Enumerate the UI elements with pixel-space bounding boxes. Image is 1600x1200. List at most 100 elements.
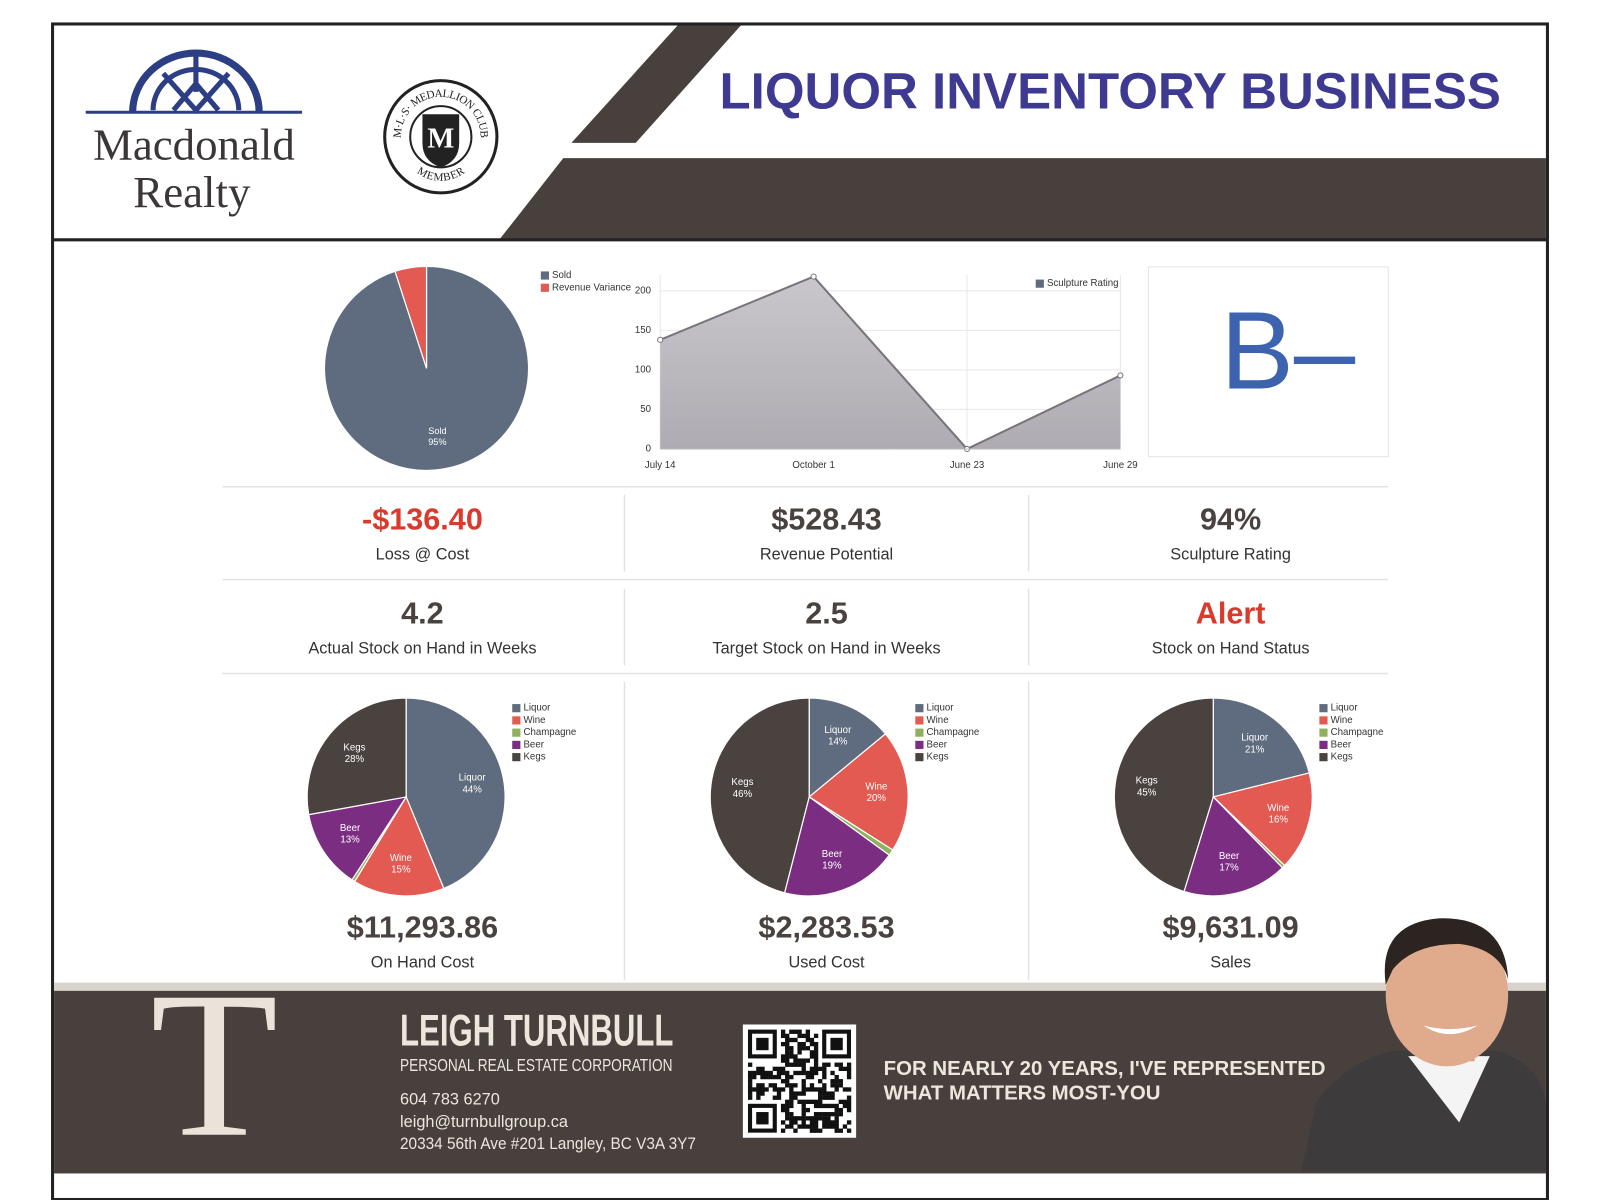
legend-swatch — [915, 740, 924, 749]
qr-module — [801, 1058, 806, 1063]
legend-swatch — [915, 728, 924, 737]
metric-value: Alert — [1196, 596, 1266, 630]
qr-finder — [830, 1037, 843, 1051]
qr-module — [801, 1041, 806, 1047]
slice-category: Sold — [428, 426, 446, 436]
qr-module — [805, 1124, 810, 1129]
qr-module — [785, 1083, 790, 1088]
qr-module — [801, 1107, 806, 1113]
qr-module — [797, 1033, 802, 1039]
qr-module — [805, 1046, 810, 1051]
metric-value: -$136.40 — [362, 503, 483, 537]
qr-module — [834, 1062, 839, 1067]
qr-module — [846, 1066, 852, 1072]
qr-module — [789, 1116, 794, 1121]
legend-swatch — [1319, 740, 1328, 749]
qr-module — [793, 1128, 798, 1133]
qr-module — [809, 1074, 815, 1080]
badge-letter: M — [427, 123, 454, 154]
qr-module — [822, 1112, 827, 1117]
qr-module — [838, 1099, 843, 1104]
qr-module — [834, 1103, 839, 1109]
legend-label: Kegs — [523, 752, 545, 763]
slice-label: 44% — [462, 784, 482, 795]
qr-module — [780, 1041, 786, 1047]
agent-company: PERSONAL REAL ESTATE CORPORATION — [400, 1055, 672, 1075]
legend-label: Beer — [927, 739, 948, 750]
qr-module — [842, 1103, 848, 1109]
qr-module — [785, 1103, 790, 1109]
pie-slice — [394, 265, 428, 369]
qr-module — [768, 1070, 773, 1076]
qr-module — [780, 1066, 786, 1072]
agent-email: leigh@turnbullgroup.ca — [400, 1113, 569, 1131]
qr-module — [822, 1087, 827, 1092]
qr-module — [801, 1066, 806, 1072]
agent-address: 20334 56th Ave #201 Langley, BC V3A 3Y7 — [400, 1135, 696, 1153]
legend-label: Liquor — [1331, 703, 1359, 714]
qr-module — [780, 1029, 786, 1034]
qr-module — [846, 1095, 852, 1100]
slice-label: 17% — [1219, 863, 1239, 874]
qr-module — [813, 1046, 819, 1051]
legend-swatch — [540, 271, 549, 280]
qr-module — [826, 1124, 831, 1129]
qr-module — [797, 1124, 802, 1129]
slice-label: 95% — [428, 437, 446, 447]
qr-module — [842, 1124, 848, 1129]
qr-module — [747, 1095, 753, 1100]
legend-label: Champagne — [523, 727, 576, 738]
qr-module — [822, 1083, 827, 1088]
qr-module — [834, 1107, 839, 1113]
qr-module — [797, 1091, 802, 1096]
metric-value: 2.5 — [805, 596, 848, 630]
slice-label: 19% — [822, 861, 842, 872]
qr-module — [760, 1091, 765, 1096]
qr-module — [789, 1050, 794, 1055]
qr-module — [780, 1087, 786, 1092]
qr-module — [813, 1116, 819, 1121]
qr-module — [834, 1074, 839, 1080]
qr-module — [780, 1058, 786, 1063]
qr-module — [813, 1120, 819, 1125]
metric-label: Revenue Potential — [760, 545, 893, 563]
qr-module — [776, 1087, 782, 1092]
qr-module — [747, 1062, 753, 1067]
qr-module — [805, 1074, 810, 1080]
qr-module — [789, 1037, 794, 1043]
legend-swatch — [915, 704, 924, 713]
qr-module — [776, 1066, 782, 1072]
legend-label: Beer — [523, 739, 544, 750]
qr-module — [809, 1037, 815, 1043]
qr-module — [789, 1091, 794, 1096]
legend-label: Revenue Variance — [552, 282, 631, 293]
y-tick-label: 0 — [646, 444, 652, 455]
qr-module — [809, 1120, 815, 1125]
slice-category: Beer — [822, 849, 843, 860]
qr-module — [797, 1029, 802, 1034]
qr-module — [830, 1124, 835, 1129]
qr-module — [818, 1066, 823, 1072]
photo-smile — [1423, 1025, 1478, 1035]
qr-module — [834, 1079, 839, 1084]
photo-shirt — [1408, 1056, 1490, 1123]
qr-module — [760, 1070, 765, 1076]
qr-module — [826, 1112, 831, 1117]
qr-module — [764, 1070, 769, 1076]
agent-photo — [1301, 918, 1546, 1172]
qr-module — [785, 1046, 790, 1051]
qr-module — [789, 1074, 794, 1080]
qr-module — [809, 1083, 815, 1088]
qr-module — [822, 1124, 827, 1129]
logo-arc — [129, 49, 263, 113]
x-tick-label: October 1 — [792, 460, 835, 471]
qr-module — [776, 1070, 782, 1076]
qr-module — [780, 1103, 786, 1109]
y-tick-label: 150 — [635, 325, 652, 336]
qr-module — [809, 1087, 815, 1092]
qr-module — [801, 1046, 806, 1051]
qr-module — [822, 1070, 827, 1076]
pie-slice — [1113, 697, 1214, 893]
slice-label: 13% — [340, 835, 360, 846]
tagline: FOR NEARLY 20 YEARS, I'VE REPRESENTED — [884, 1058, 1326, 1080]
